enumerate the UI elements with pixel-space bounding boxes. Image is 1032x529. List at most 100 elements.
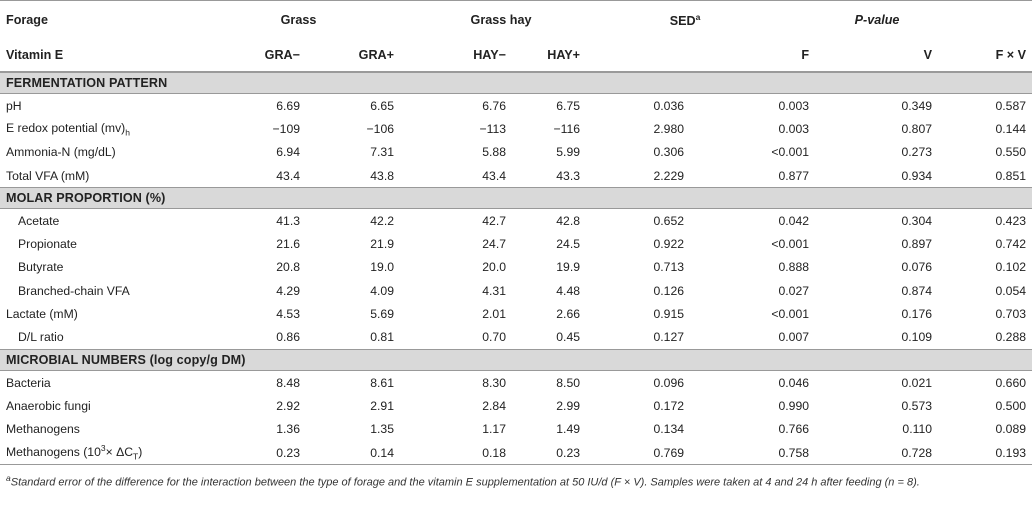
table-row: Anaerobic fungi 2.92 2.91 2.84 2.99 0.172 0.99… [0, 394, 1032, 417]
table-row: pH 6.69 6.65 6.76 6.75 0.036 0.003 0.349 0.587 [0, 94, 1032, 118]
section-header: FERMENTATION PATTERN [0, 71, 1032, 94]
table-cell: 21.6 [276, 237, 300, 252]
table-cell: 5.88 [482, 145, 506, 160]
table-cell: 7.31 [370, 145, 394, 160]
table-row: Total VFA (mM) 43.4 43.8 43.4 43.3 2.229 0.877… [0, 164, 1032, 188]
section-header: MICROBIAL NUMBERS (log copy/g DM) [0, 348, 1032, 371]
table-cell: 0.288 [995, 330, 1027, 345]
table-cell: 2.99 [556, 398, 581, 413]
table-row: Methanogens (103× ΔCT) 0.23 0.14 0.18 0.23 0.… [0, 440, 1032, 466]
sed-header: SEDa [610, 0, 723, 39]
forage-header: Forage [0, 0, 215, 39]
table-cell: 0.500 [995, 398, 1027, 413]
table-cell: 0.273 [901, 145, 933, 160]
table-cell: 1.49 [556, 422, 581, 437]
table-cell: 0.703 [995, 307, 1027, 322]
table-cell: 0.003 [778, 121, 810, 136]
table-cell: 0.110 [902, 422, 933, 437]
table-cell: 0.102 [995, 260, 1027, 275]
table-cell: 1.17 [482, 422, 506, 437]
table-cell: 4.09 [370, 283, 394, 298]
table-cell: 0.349 [901, 98, 933, 113]
table-cell: 24.7 [482, 237, 506, 252]
table-cell: 2.92 [276, 398, 300, 413]
table-cell: 0.587 [995, 98, 1027, 113]
table-row: Methanogens 1.36 1.35 1.17 1.49 0.134 0.766 0.1… [0, 418, 1032, 441]
table-cell: 0.042 [778, 213, 810, 228]
table-cell: <0.001 [771, 145, 810, 160]
table-cell: 0.003 [778, 98, 810, 113]
grass-header: Grass [215, 0, 422, 39]
table-cell: 1.35 [370, 422, 394, 437]
table-cell: 0.934 [901, 168, 933, 183]
table-cell: 0.23 [514, 440, 611, 466]
table-cell: 5.99 [556, 145, 581, 160]
col-hay-plus: HAY+ [547, 48, 581, 62]
table-cell: 0.054 [995, 283, 1027, 298]
table-cell: 42.7 [482, 213, 506, 228]
section-title: FERMENTATION PATTERN [0, 71, 1032, 94]
table-cell: 19.9 [556, 260, 581, 275]
table-cell: 0.807 [901, 121, 933, 136]
row-label: pH [6, 98, 22, 113]
table-cell: 1.36 [276, 422, 300, 437]
col-gra-minus: GRA− [264, 48, 300, 62]
table-cell: 0.089 [995, 422, 1027, 437]
table-cell: 0.897 [901, 237, 933, 252]
table-cell: 0.713 [653, 260, 685, 275]
table-cell: 0.70 [482, 330, 506, 345]
table-cell: 0.109 [901, 330, 933, 345]
table-cell: 2.84 [482, 398, 506, 413]
table-cell: 6.94 [276, 145, 300, 160]
row-label: Acetate [18, 213, 60, 228]
table-cell: 43.8 [370, 168, 394, 183]
row-label: Ammonia-N (mg/dL) [6, 145, 116, 160]
p-value-header: P-value [722, 0, 1032, 39]
table-cell: 0.877 [778, 168, 810, 183]
row-label: Bacteria [6, 375, 51, 390]
table-cell: 0.922 [653, 237, 685, 252]
table-cell: 0.915 [653, 307, 685, 322]
table-row: Acetate 41.3 42.2 42.7 42.8 0.652 0.042 0.304 0.… [0, 209, 1032, 233]
table-cell: 0.306 [653, 145, 685, 160]
table-cell: 0.021 [901, 375, 933, 390]
table-cell: 2.229 [653, 168, 685, 183]
table-cell: 0.096 [653, 375, 685, 390]
table-cell: 24.5 [556, 237, 581, 252]
table-cell: 8.30 [482, 375, 506, 390]
table-cell: 0.076 [901, 260, 933, 275]
table-cell: 19.0 [370, 260, 394, 275]
table-cell: 0.660 [995, 375, 1027, 390]
header-row-1: Forage Grass Grass hay SEDa P-value [0, 0, 1032, 39]
section-header: MOLAR PROPORTION (%) [0, 187, 1032, 210]
table-row: Branched-chain VFA 4.29 4.09 4.31 4.48 0.126 0… [0, 279, 1032, 302]
table-cell: 0.851 [995, 168, 1027, 183]
row-label: E redox potential (mv)h [6, 120, 130, 138]
data-table: Forage Grass Grass hay SEDa P-value Vita… [0, 0, 1032, 466]
table-cell: −113 [479, 121, 506, 136]
table-cell: 0.027 [778, 283, 810, 298]
table-cell: 0.990 [778, 398, 810, 413]
table-cell: 0.758 [722, 440, 830, 466]
table-cell: 8.48 [276, 375, 300, 390]
col-v: V [923, 48, 933, 62]
section-title: MOLAR PROPORTION (%) [0, 187, 1032, 210]
table-cell: 8.50 [556, 375, 581, 390]
col-hay-minus: HAY− [473, 48, 506, 62]
table-cell: 0.573 [901, 398, 933, 413]
col-f: F [801, 48, 810, 62]
row-label: Methanogens (103× ΔCT) [0, 440, 215, 466]
table-cell: 6.75 [556, 98, 581, 113]
table-row: Lactate (mM) 4.53 5.69 2.01 2.66 0.915 <0.001 0… [0, 302, 1032, 325]
col-fxv: F × V [995, 48, 1027, 62]
table-cell: 2.980 [653, 121, 685, 136]
table-row: Bacteria 8.48 8.61 8.30 8.50 0.096 0.046 0.021 0… [0, 370, 1032, 394]
table-cell: 0.304 [901, 213, 933, 228]
table-cell: 0.036 [653, 98, 685, 113]
row-label: Lactate (mM) [6, 307, 78, 322]
table-cell: 0.742 [995, 237, 1027, 252]
table-cell: 43.4 [276, 168, 300, 183]
row-label: Methanogens [6, 422, 80, 437]
table-cell: 0.14 [310, 440, 422, 466]
